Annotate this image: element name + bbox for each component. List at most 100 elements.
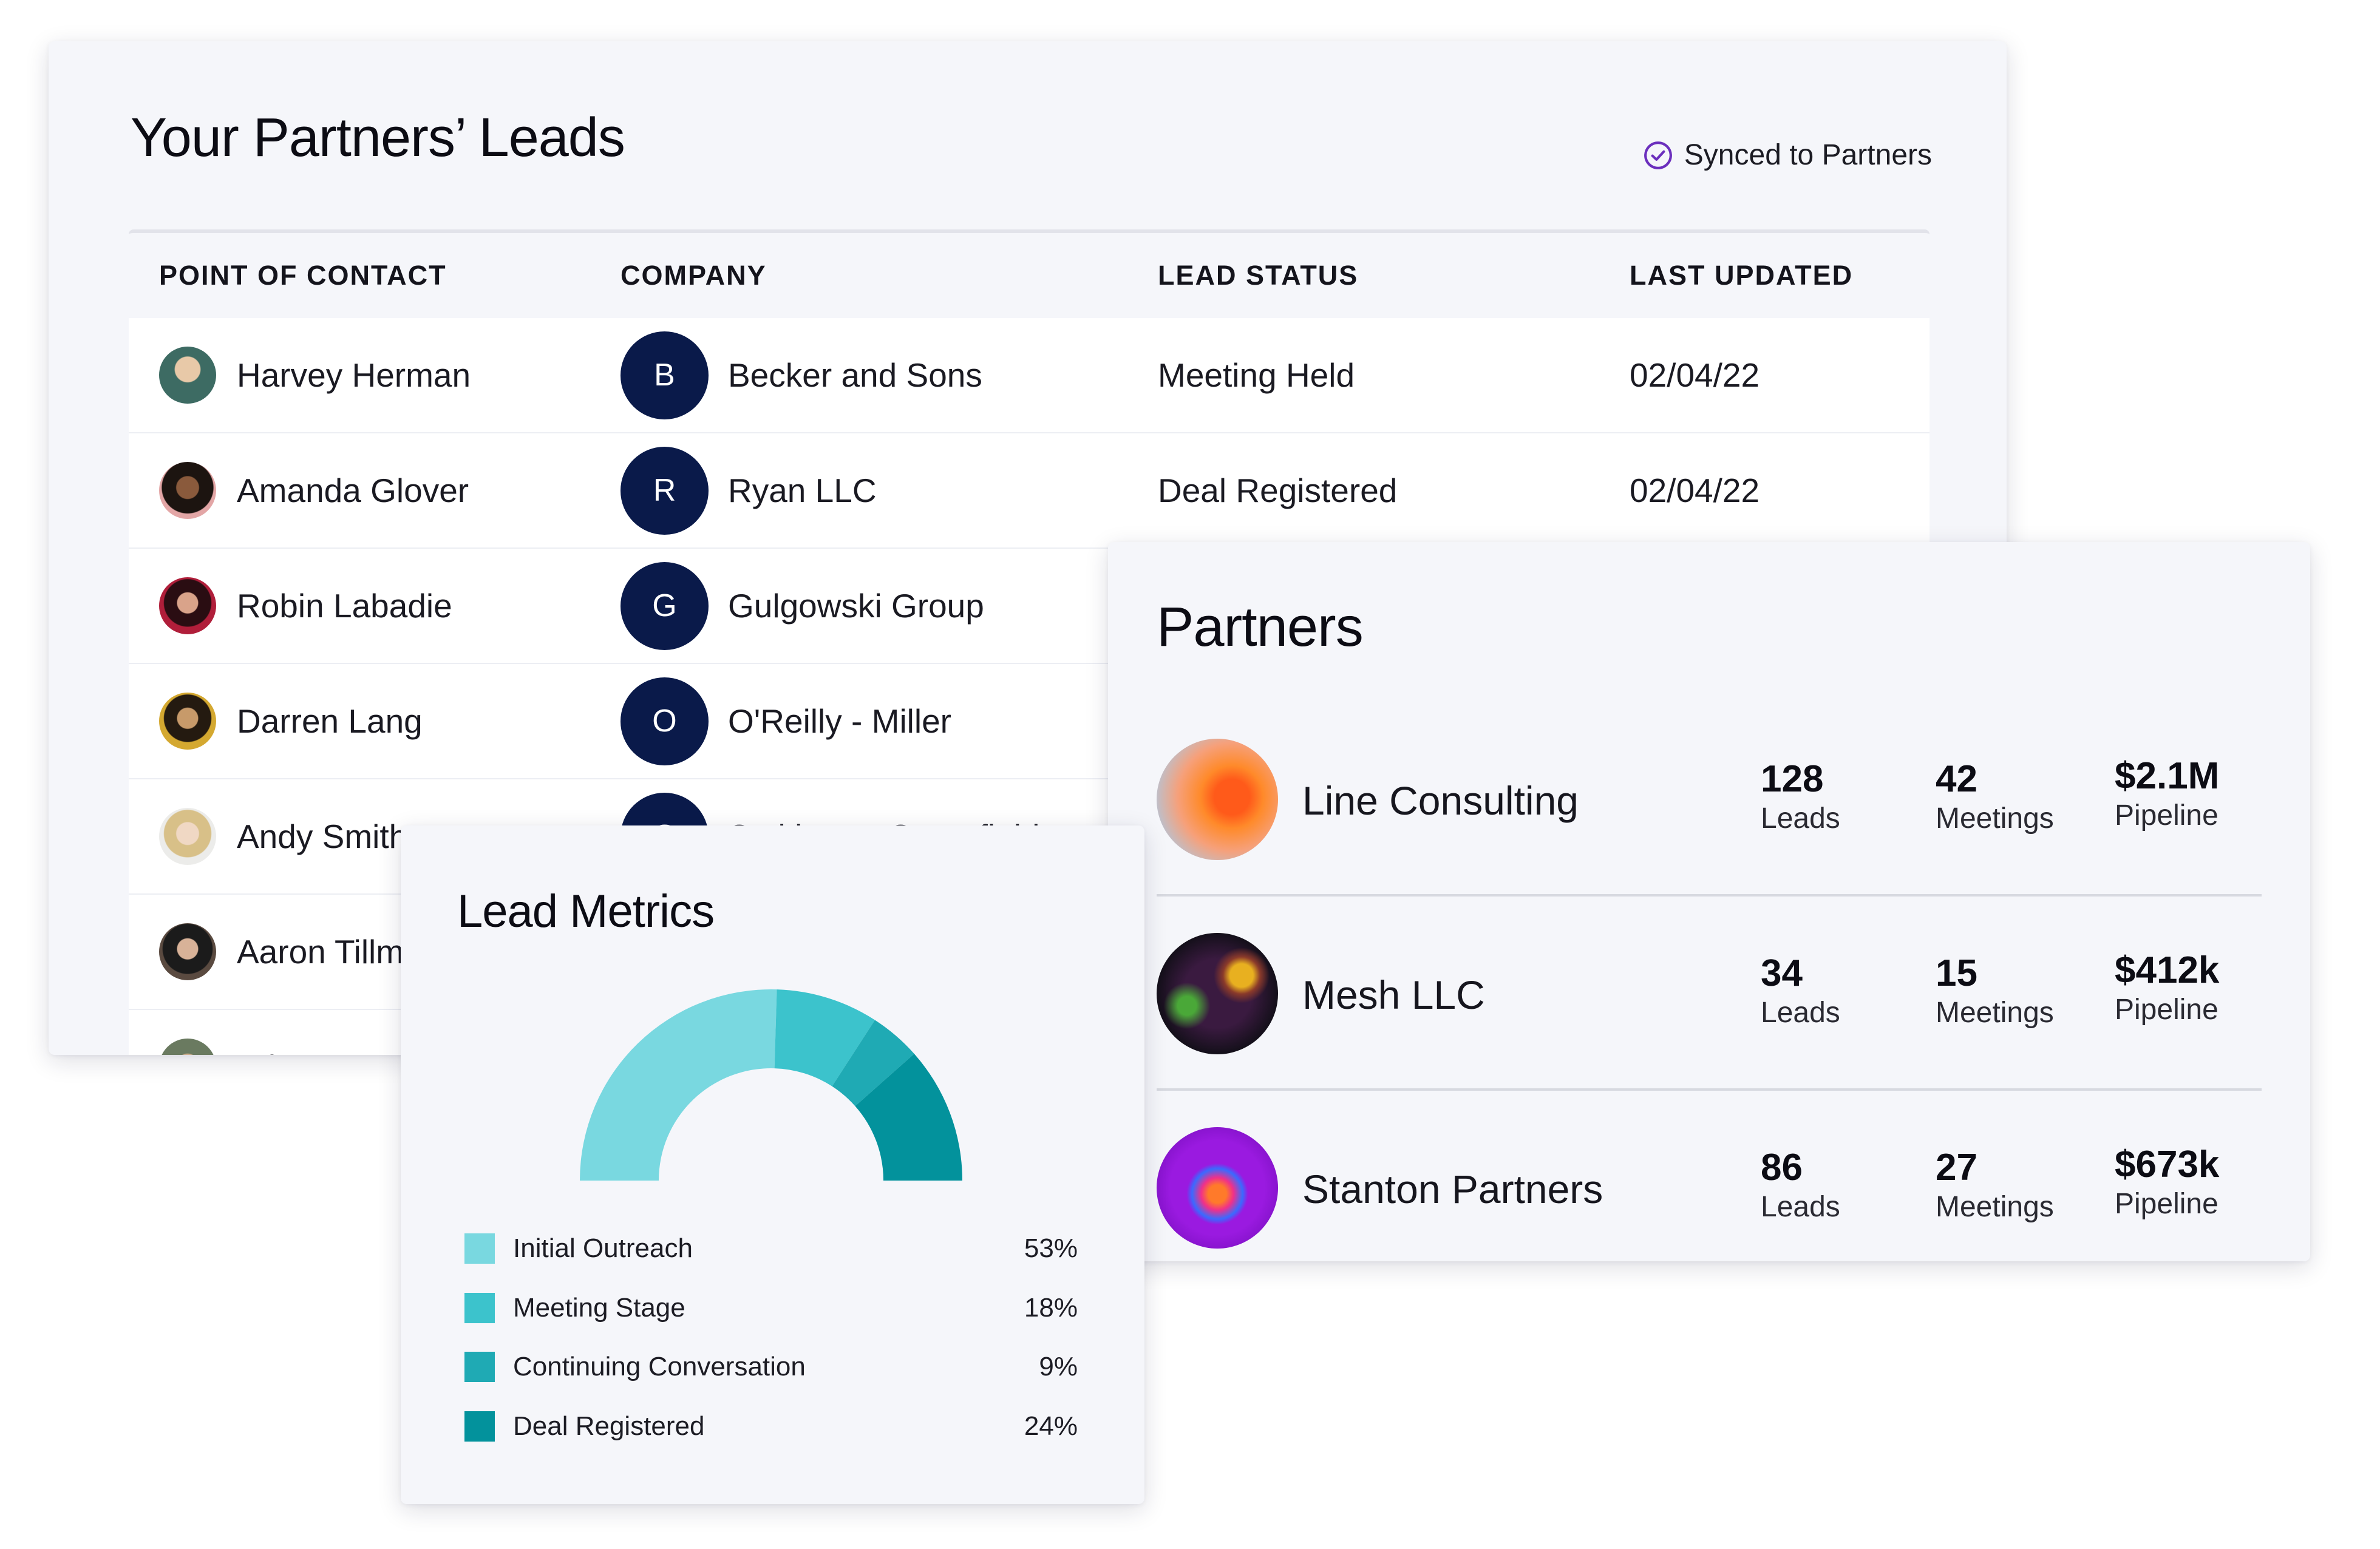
contact-cell: Darren Lang [159, 664, 423, 778]
metric-value: 27 [1936, 1147, 1977, 1188]
contact-name: Darren Lang [237, 702, 423, 740]
metric-value: 42 [1936, 758, 1977, 800]
updated-cell: 02/04/22 [1630, 472, 1760, 509]
pipeline-metric: $412k Pipeline [2115, 949, 2219, 1026]
company-cell: O O'Reilly - Miller [620, 664, 951, 778]
metric-label: Pipeline [2115, 994, 2218, 1026]
metric-value: 86 [1761, 1147, 1803, 1188]
legend-item: Initial Outreach 53% [464, 1230, 1078, 1267]
table-row[interactable]: Amanda Glover R Ryan LLC Deal Registered… [129, 433, 1929, 549]
company-name: Ryan LLC [728, 472, 877, 509]
lead-metrics-card: Lead Metrics Initial Outreach 53% Meetin… [401, 825, 1144, 1504]
partner-row[interactable]: Line Consulting 128 Leads 42 Meetings $2… [1157, 700, 2262, 897]
sync-status-label: Synced to Partners [1684, 139, 1932, 171]
partner-row[interactable]: Mesh LLC 34 Leads 15 Meetings $412k Pipe… [1157, 894, 2262, 1091]
partner-logo [1157, 739, 1278, 860]
partner-name: Mesh LLC [1302, 972, 1485, 1017]
partner-row[interactable]: Stanton Partners 86 Leads 27 Meetings $6… [1157, 1088, 2262, 1261]
metric-value: 128 [1761, 758, 1824, 800]
partners-title: Partners [1157, 596, 1364, 658]
metric-value: 15 [1936, 952, 1977, 994]
metric-label: Meetings [1936, 1191, 2054, 1223]
company-cell: R Ryan LLC [620, 433, 877, 547]
gauge-segment-initial-outreach [580, 989, 777, 1181]
legend-percent: 18% [1024, 1293, 1078, 1323]
legend-label: Deal Registered [513, 1411, 705, 1441]
company-avatar: R [620, 446, 709, 535]
company-name: Gulgowski Group [728, 587, 984, 625]
partner-logo [1157, 933, 1278, 1054]
metrics-title: Lead Metrics [457, 886, 715, 937]
updated-cell: 02/04/22 [1630, 356, 1760, 394]
metric-value: $673k [2115, 1144, 2220, 1185]
metric-value: $2.1M [2115, 755, 2220, 797]
avatar [159, 1039, 216, 1055]
partners-card: Partners Line Consulting 128 Leads 42 Me… [1108, 542, 2310, 1261]
column-header-contact[interactable]: POINT OF CONTACT [159, 260, 447, 291]
metric-label: Leads [1761, 1191, 1840, 1223]
avatar [159, 462, 216, 519]
avatar [159, 693, 216, 750]
contact-cell: Harvey Herman [159, 318, 471, 432]
leads-title: Your Partners’ Leads [131, 107, 625, 168]
company-cell: B Becker and Sons [620, 318, 982, 432]
metric-label: Leads [1761, 997, 1840, 1029]
metric-value: $412k [2115, 949, 2220, 991]
avatar [159, 577, 216, 634]
meetings-metric: 42 Meetings [1936, 758, 2054, 835]
company-avatar: B [620, 331, 709, 419]
leads-metric: 34 Leads [1761, 952, 1840, 1029]
legend-item: Deal Registered 24% [464, 1408, 1078, 1445]
contact-name: Amanda Glover [237, 472, 469, 509]
metric-value: 34 [1761, 952, 1803, 994]
company-name: Becker and Sons [728, 356, 982, 394]
sync-status: Synced to Partners [1643, 138, 1932, 172]
metric-label: Meetings [1936, 802, 2054, 835]
company-name: O'Reilly - Miller [728, 702, 952, 740]
legend-percent: 53% [1024, 1233, 1078, 1263]
legend-label: Meeting Stage [513, 1293, 685, 1323]
lead-metrics-gauge [580, 989, 962, 1181]
column-header-status[interactable]: LEAD STATUS [1158, 260, 1359, 291]
contact-cell: Winston S [159, 1010, 389, 1055]
legend-swatch [464, 1352, 495, 1382]
gauge-segment-deal-registered [855, 1054, 962, 1181]
pipeline-metric: $2.1M Pipeline [2115, 754, 2219, 832]
partner-name: Line Consulting [1302, 778, 1579, 823]
contact-cell: Robin Labadie [159, 549, 452, 663]
leads-metric: 86 Leads [1761, 1146, 1840, 1224]
leads-metric: 128 Leads [1761, 758, 1840, 835]
partner-logo [1157, 1127, 1278, 1249]
legend-swatch [464, 1293, 495, 1323]
metric-label: Pipeline [2115, 799, 2218, 832]
contact-name: Robin Labadie [237, 587, 452, 625]
metric-label: Meetings [1936, 997, 2054, 1029]
table-row[interactable]: Harvey Herman B Becker and Sons Meeting … [129, 318, 1929, 433]
pipeline-metric: $673k Pipeline [2115, 1143, 2219, 1221]
legend-swatch [464, 1233, 495, 1264]
gauge-segment-continuing-conversation [832, 1020, 914, 1107]
contact-name: Winston S [237, 1048, 389, 1055]
legend-percent: 24% [1024, 1411, 1078, 1441]
avatar [159, 347, 216, 404]
column-header-company[interactable]: COMPANY [620, 260, 767, 291]
contact-cell: Aaron Tillman [159, 895, 441, 1009]
legend-percent: 9% [1039, 1352, 1078, 1381]
metric-label: Leads [1761, 802, 1840, 835]
status-cell: Meeting Held [1158, 356, 1355, 394]
avatar [159, 923, 216, 980]
meetings-metric: 15 Meetings [1936, 952, 2054, 1029]
avatar [159, 808, 216, 865]
contact-name: Harvey Herman [237, 356, 471, 394]
legend-swatch [464, 1411, 495, 1442]
gauge-segment-meeting-stage [774, 989, 875, 1086]
check-circle-icon [1644, 141, 1672, 169]
metric-label: Pipeline [2115, 1188, 2218, 1220]
legend-item: Continuing Conversation 9% [464, 1349, 1078, 1385]
column-header-updated[interactable]: LAST UPDATED [1630, 260, 1854, 291]
contact-name: Andy Smith [237, 818, 408, 855]
contact-cell: Amanda Glover [159, 433, 469, 547]
contact-cell: Andy Smith [159, 779, 407, 893]
status-cell: Deal Registered [1158, 472, 1398, 509]
partner-name: Stanton Partners [1302, 1167, 1603, 1212]
